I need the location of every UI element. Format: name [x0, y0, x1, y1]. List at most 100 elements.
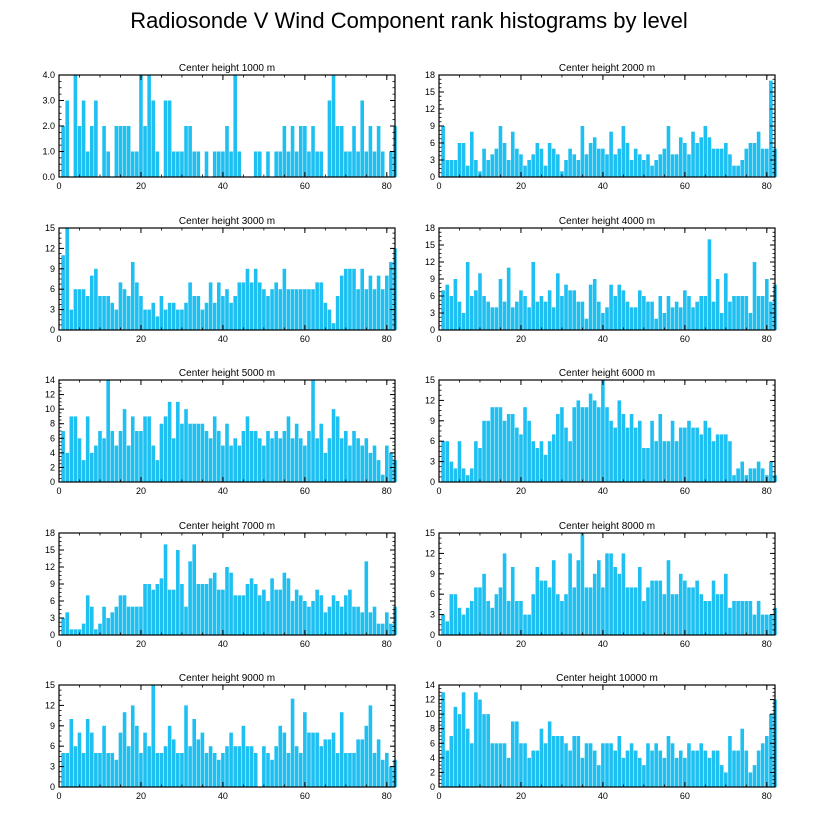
- histogram-bar: [576, 736, 581, 787]
- histogram-bar: [184, 126, 188, 177]
- histogram-bar: [441, 126, 445, 177]
- y-tick-label: 6: [430, 589, 435, 599]
- histogram-bar: [625, 587, 630, 635]
- histogram-bar: [486, 714, 490, 787]
- histogram-bar: [61, 431, 65, 482]
- histogram-bar: [486, 601, 490, 635]
- y-tick-label: 9: [50, 721, 55, 731]
- histogram-bar: [650, 165, 654, 177]
- histogram-bar: [588, 393, 593, 482]
- histogram-bar: [278, 725, 283, 787]
- histogram-bar: [572, 407, 577, 482]
- histogram-bar: [646, 743, 650, 787]
- histogram-bar: [527, 757, 531, 787]
- histogram-bar: [576, 301, 581, 330]
- histogram-bar: [457, 143, 462, 177]
- histogram-bar: [335, 416, 340, 482]
- y-tick-label: 6: [430, 138, 435, 148]
- histogram-bar: [163, 100, 168, 177]
- histogram-bar: [311, 732, 315, 787]
- histogram-bar: [376, 275, 381, 330]
- histogram-bar: [135, 431, 139, 482]
- histogram-bar: [449, 160, 454, 177]
- histogram-bar: [621, 290, 626, 330]
- histogram-bar: [360, 100, 365, 177]
- x-tick-label: 80: [382, 639, 392, 649]
- histogram-bar: [465, 475, 470, 482]
- histogram-bar: [126, 746, 131, 787]
- histogram-bar: [486, 160, 490, 177]
- histogram-bar: [478, 273, 482, 330]
- histogram-panel-9: Center height 9000 m 0 3 6 9 12 15 0 20 40 60 80: [45, 673, 397, 801]
- histogram-bar: [380, 474, 385, 482]
- histogram-bar: [208, 746, 213, 787]
- histogram-bar: [298, 595, 303, 635]
- histogram-bar: [490, 307, 495, 330]
- histogram-bar: [465, 728, 470, 787]
- y-tick-label: 6: [50, 741, 55, 751]
- histogram-bar: [736, 750, 740, 787]
- histogram-bar: [519, 290, 523, 330]
- histogram-bar: [646, 448, 650, 482]
- histogram-bar: [490, 407, 495, 482]
- histogram-bar: [257, 438, 262, 482]
- histogram-bar: [584, 743, 589, 787]
- histogram-bar: [510, 131, 515, 177]
- histogram-bar: [732, 601, 736, 635]
- histogram-bar: [760, 148, 765, 177]
- histogram-bar: [465, 607, 470, 635]
- y-tick-label: 9: [430, 569, 435, 579]
- histogram-bar: [364, 725, 369, 787]
- histogram-bar: [61, 618, 65, 635]
- histogram-bar: [139, 431, 143, 482]
- histogram-bar: [695, 580, 699, 635]
- x-tick-label: 0: [436, 181, 441, 191]
- histogram-bar: [303, 445, 307, 482]
- histogram-bar: [143, 126, 147, 177]
- y-tick-label: 12: [45, 562, 55, 572]
- histogram-bar: [617, 148, 622, 177]
- histogram-bar: [695, 427, 699, 482]
- histogram-bar: [658, 580, 663, 635]
- histogram-bar: [253, 151, 258, 177]
- histogram-bar: [453, 594, 458, 635]
- histogram-bar: [376, 623, 381, 635]
- histogram-bar: [147, 746, 151, 787]
- histogram-bar: [658, 154, 663, 177]
- histogram-bar: [286, 289, 291, 330]
- histogram-bar: [344, 595, 348, 635]
- histogram-bar: [208, 578, 213, 635]
- y-tick-label: 12: [425, 695, 435, 705]
- histogram-bar: [151, 302, 156, 330]
- histogram-bar: [547, 143, 552, 177]
- histogram-bar: [633, 427, 638, 482]
- histogram-bar: [711, 580, 716, 635]
- histogram-bar: [319, 423, 324, 482]
- histogram-bar: [114, 759, 119, 787]
- y-tick-label: 8: [50, 419, 55, 429]
- histogram-bar: [564, 427, 568, 482]
- histogram-bar: [327, 100, 332, 177]
- histogram-bar: [592, 750, 597, 787]
- histogram-bar: [711, 441, 716, 482]
- histogram-bar: [572, 290, 577, 330]
- histogram-bar: [576, 560, 581, 635]
- histogram-bar: [282, 572, 287, 635]
- histogram-bar: [352, 268, 356, 330]
- histogram-bar: [221, 445, 225, 482]
- histogram-bar: [237, 282, 242, 330]
- histogram-bar: [307, 289, 311, 330]
- histogram-bar: [89, 452, 94, 482]
- histogram-bar: [715, 750, 720, 787]
- histogram-bar: [159, 296, 164, 330]
- histogram-bar: [592, 137, 597, 177]
- histogram-bar: [151, 445, 156, 482]
- histogram-bar: [724, 143, 728, 177]
- histogram-bar: [294, 289, 299, 330]
- histogram-bar: [241, 431, 246, 482]
- histogram-bar: [691, 131, 695, 177]
- histogram-bar: [180, 423, 184, 482]
- histogram-bar: [752, 765, 757, 787]
- histogram-bar: [290, 698, 295, 787]
- histogram-bar: [478, 448, 482, 482]
